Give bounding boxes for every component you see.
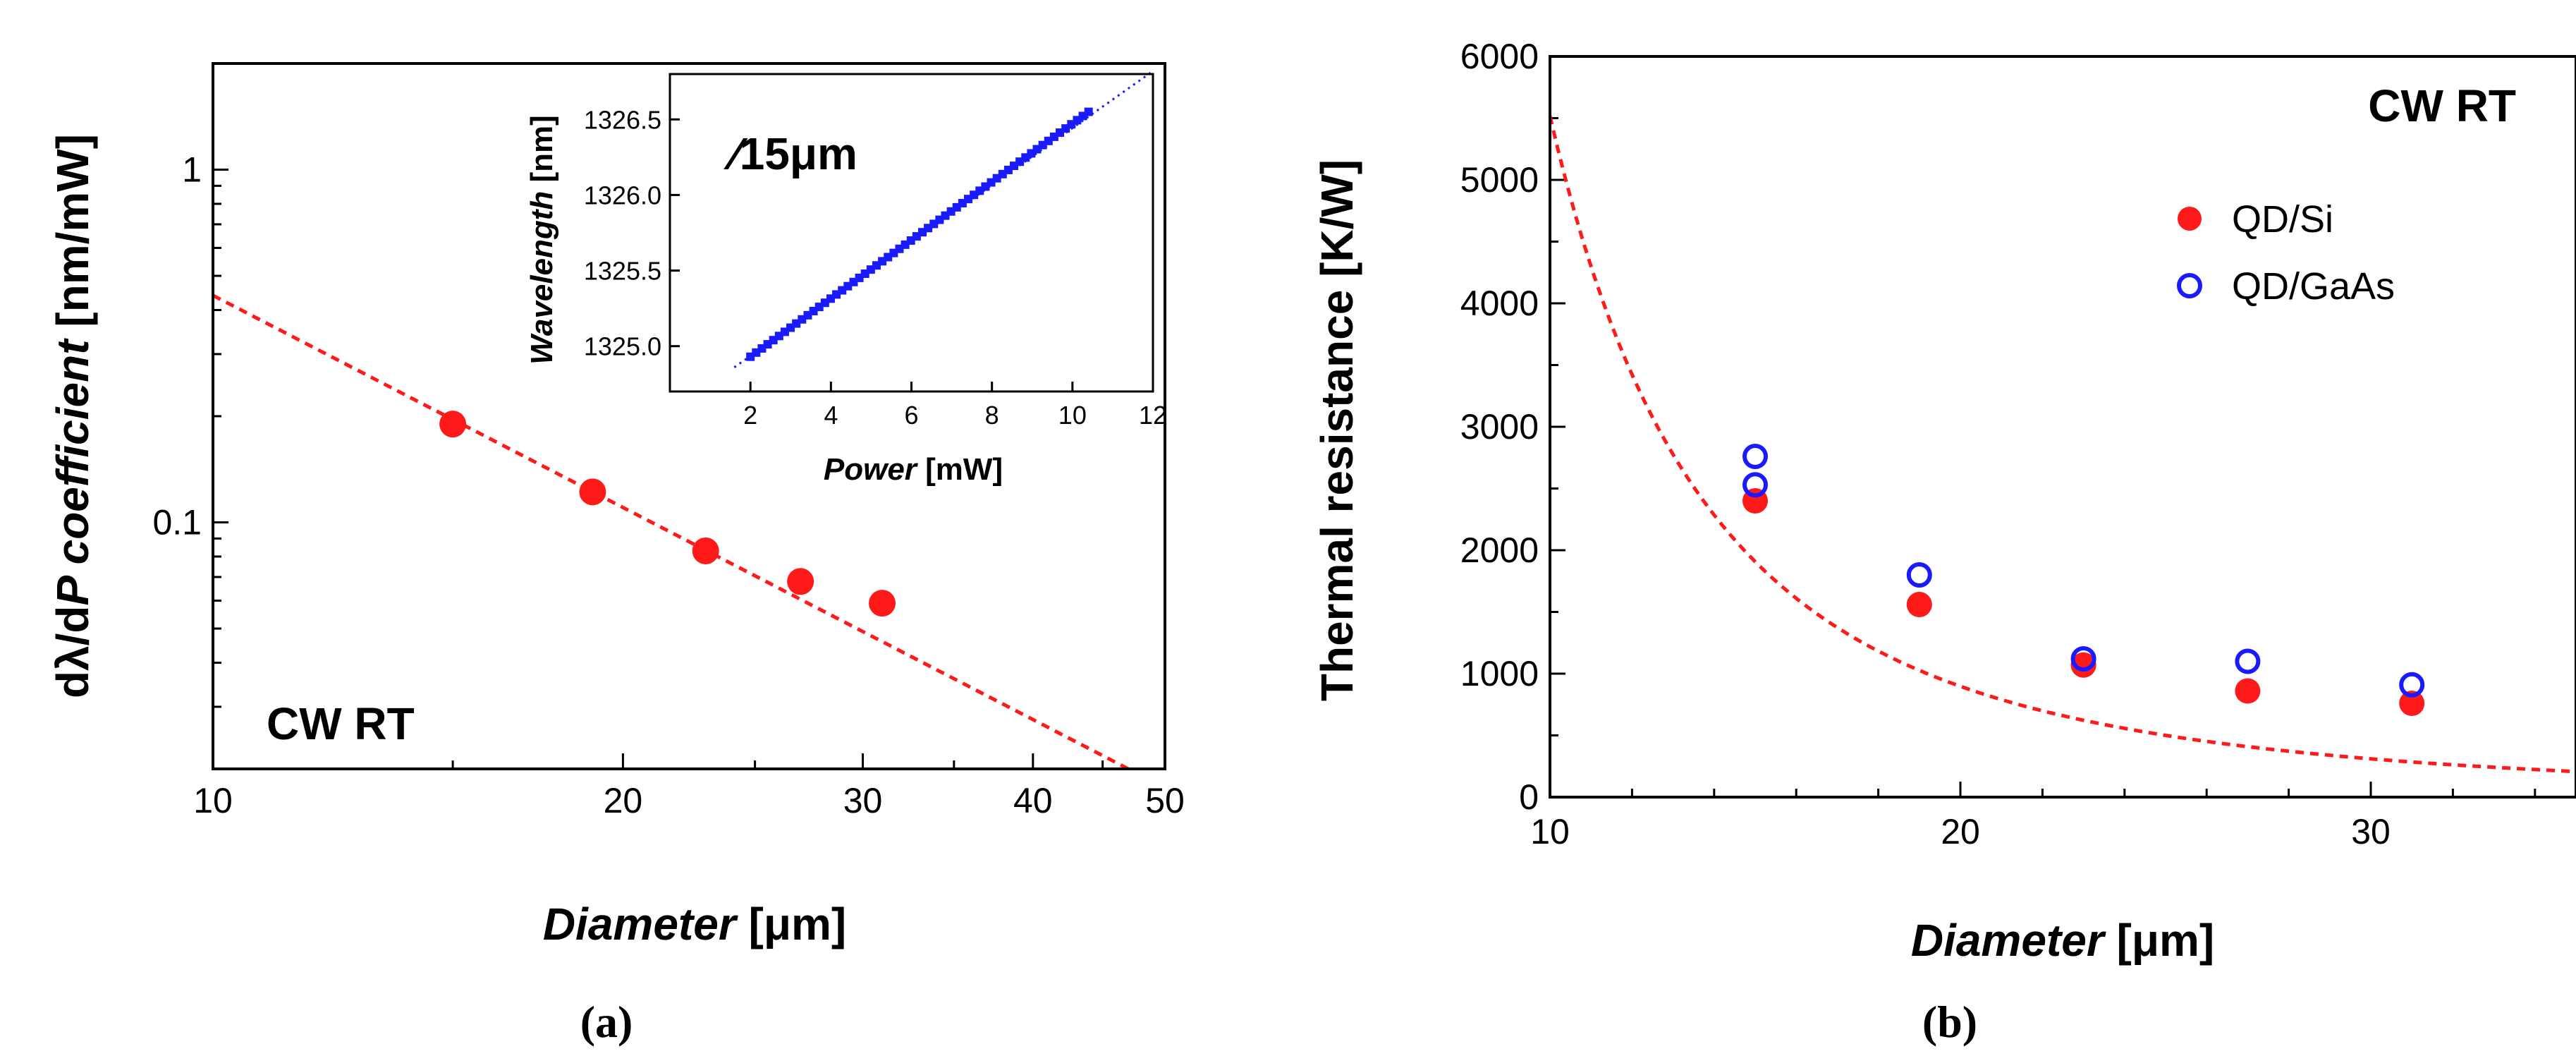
inset-y-tick-label: 1325.5 (584, 257, 661, 286)
inset-y-tick-label: 1326.5 (584, 105, 661, 134)
inset-annotation: ∕15μm (724, 128, 857, 179)
panel-b-x-axis-label: Diameter [μm] (1911, 915, 2214, 966)
inset-x-tick-label: 4 (824, 401, 838, 430)
panel-a: 10 20 30 40 50 0.1 1 CW RT dλ/dP coefficient [… (47, 62, 1185, 1047)
inset-x-tick-label: 2 (743, 401, 757, 430)
panel-a-caption: (a) (580, 997, 633, 1047)
inset-y-label-part2: [nm] (525, 115, 559, 191)
legend-label-qd-si: QD/Si (2232, 198, 2333, 241)
x-tick-label-b: 20 (1941, 812, 1980, 851)
inset-y-label-part1: Wavelength (525, 191, 559, 365)
data-point-qd-si (2070, 652, 2096, 678)
inset-y-tick-label: 1325.0 (584, 332, 661, 361)
panel-b-y-axis-label: Thermal resistance [K/W] (1312, 159, 1362, 701)
fit-curve-b (1548, 115, 2576, 774)
inset-x-axis-label: Power [mW] (824, 452, 1003, 487)
y-label-a-part1: dλ/d (47, 605, 98, 698)
inset-x-tick-label: 12 (1139, 401, 1167, 430)
data-point-a (439, 411, 467, 438)
x-tick-label-b: 10 (1530, 812, 1570, 851)
x-tick-label-b: 30 (2351, 812, 2391, 851)
y-tick-label-b: 0 (1519, 777, 1539, 817)
y-tick-label-b: 2000 (1460, 530, 1539, 570)
panel-b-legend: QD/Si QD/GaAs (2177, 198, 2395, 308)
inset-x-tick-label: 10 (1058, 401, 1087, 430)
data-point-qd-si (2399, 691, 2425, 716)
data-point-qd-gaas (2070, 646, 2096, 672)
y-label-a-part3: [nm/mW] (47, 134, 98, 340)
data-point-a (579, 478, 606, 506)
panel-b-tick-labels: 10 20 30 0 1000 2000 3000 4000 5000 6000 (1460, 37, 2391, 851)
data-point-qd-gaas (1742, 472, 1768, 498)
data-point-qd-si (1906, 592, 1932, 617)
inset-x-tick-label: 8 (985, 401, 999, 430)
panel-a-data-points (439, 411, 896, 617)
panel-b-plot-frame (1549, 55, 2576, 799)
y-label-a-part2: P coefficient (47, 338, 98, 606)
panel-a-inset: 2 4 6 8 10 12 1325.0 1325.5 1326.0 1326.5 ∕15μm W… (525, 70, 1167, 487)
legend-marker-qd-si (2178, 207, 2202, 231)
inset-tick-labels: 2 4 6 8 10 12 1325.0 1325.5 1326.0 1326.5 (584, 105, 1167, 430)
inset-data-points (746, 107, 1093, 361)
data-point-a (869, 590, 896, 617)
x-label-b-part1: Diameter (1911, 915, 2106, 966)
x-tick-label-a: 10 (193, 781, 233, 820)
legend-marker-qd-gaas (2177, 273, 2202, 298)
y-tick-label-b: 5000 (1460, 160, 1539, 200)
legend-label-qd-gaas: QD/GaAs (2232, 265, 2395, 308)
x-tick-label-a: 40 (1013, 781, 1053, 820)
panel-a-tick-labels: 10 20 30 40 50 0.1 1 (152, 150, 1184, 820)
panel-b-caption: (b) (1922, 997, 1977, 1047)
inset-x-tick-label: 6 (904, 401, 918, 430)
y-tick-label-b: 4000 (1460, 284, 1539, 323)
panel-b-annotation: CW RT (2368, 80, 2516, 131)
panel-b-fit-line (1548, 115, 2576, 774)
panel-b: 10 20 30 0 1000 2000 3000 4000 5000 6000 CW RT QD… (1312, 37, 2576, 1047)
data-point-qd-gaas (2399, 672, 2425, 698)
x-tick-label-a: 50 (1145, 781, 1185, 820)
y-tick-label-b: 3000 (1460, 407, 1539, 447)
panel-a-plot-frame (212, 62, 1166, 770)
data-point-qd-gaas (2235, 648, 2261, 674)
x-label-b-part2: [μm] (2104, 915, 2214, 966)
panel-a-y-axis-label: dλ/dP coefficient [nm/mW] (47, 134, 98, 698)
inset-y-tick-label: 1326.0 (584, 181, 661, 210)
inset-x-label-part2: [mW] (917, 452, 1003, 487)
data-point-a (692, 537, 719, 564)
x-label-a-part1: Diameter (543, 899, 738, 949)
inset-plot-frame (669, 73, 1154, 393)
panel-b-ticks (1549, 55, 2537, 799)
x-tick-label-a: 20 (604, 781, 643, 820)
inset-x-label-part1: Power (824, 452, 919, 487)
y-tick-label-a: 0.1 (152, 503, 202, 542)
x-tick-label-a: 30 (843, 781, 883, 820)
panel-a-x-axis-label: Diameter [μm] (543, 899, 846, 949)
data-point-qd-gaas (1742, 444, 1768, 469)
panel-a-annotation: CW RT (267, 698, 415, 749)
inset-data-point (992, 174, 1001, 183)
inset-data-point (1084, 107, 1093, 116)
inset-y-axis-label: Wavelength [nm] (525, 115, 559, 365)
y-tick-label-b: 1000 (1460, 654, 1539, 693)
x-label-a-part2: [μm] (736, 899, 846, 949)
y-tick-label-a: 1 (182, 150, 202, 190)
panel-b-data-points (1742, 444, 2425, 716)
y-tick-label-b: 6000 (1460, 37, 1539, 76)
inset-ticks (670, 118, 1154, 392)
data-point-a (787, 568, 814, 595)
data-point-qd-si (2235, 678, 2261, 704)
data-point-qd-gaas (1906, 562, 1932, 588)
